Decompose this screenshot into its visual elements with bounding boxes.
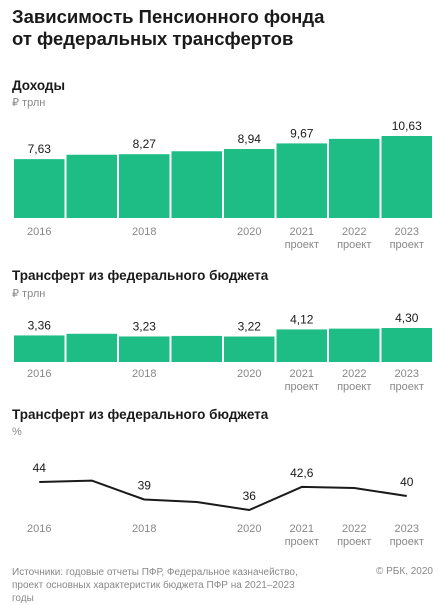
bar: [381, 328, 432, 362]
data-label: 8,27: [133, 137, 157, 151]
transfer-unit: ₽ трлн: [12, 288, 46, 300]
x-tick-sublabel: проект: [337, 381, 371, 393]
data-label: 3,22: [238, 320, 262, 334]
transfer-share-chart-title: Трансферт из федерального бюджета: [12, 407, 269, 422]
data-label: 40: [400, 475, 414, 489]
bar: [276, 143, 327, 218]
data-label: 44: [33, 461, 47, 475]
data-label: 4,12: [290, 312, 314, 326]
x-tick-label: 2020: [237, 368, 261, 380]
x-tick-label: 2020: [237, 523, 261, 535]
bar: [381, 136, 432, 218]
x-tick-sublabel: проект: [285, 381, 319, 393]
x-tick-label: 2020: [237, 226, 261, 238]
title-line-2: от федеральных трансфертов: [12, 28, 294, 49]
x-tick-label: 2018: [132, 523, 156, 535]
x-tick-sublabel: проект: [390, 239, 424, 251]
x-tick-label: 2022: [342, 523, 366, 535]
data-label: 10,63: [392, 119, 422, 133]
x-tick-label: 2021: [290, 226, 314, 238]
bar: [119, 154, 170, 218]
x-tick-label: 2023: [395, 226, 419, 238]
x-tick-sublabel: проект: [285, 536, 319, 548]
x-tick-sublabel: проект: [337, 536, 371, 548]
x-tick-label: 2022: [342, 226, 366, 238]
bar: [171, 335, 222, 362]
data-label: 42,6: [290, 466, 314, 480]
bar: [119, 336, 170, 362]
bar: [14, 335, 65, 362]
chart-title: Зависимость Пенсионного фонда от федерал…: [12, 6, 432, 50]
bar: [14, 159, 65, 218]
x-tick-label: 2016: [27, 523, 51, 535]
x-tick-label: 2018: [132, 226, 156, 238]
bar: [224, 149, 275, 218]
source-line-2: проект основных характеристик бюджета ПФ…: [12, 580, 295, 604]
source-note: Источники: годовые отчеты ПФР, Федеральн…: [12, 566, 312, 605]
bar: [329, 138, 380, 218]
x-tick-label: 2021: [290, 523, 314, 535]
x-tick-label: 2018: [132, 368, 156, 380]
data-label: 36: [243, 489, 257, 503]
transfer-chart-title: Трансферт из федерального бюджета: [12, 268, 269, 283]
data-label: 8,94: [238, 132, 262, 146]
data-label: 39: [138, 479, 152, 493]
bar: [224, 336, 275, 362]
data-label: 3,23: [133, 319, 157, 333]
data-label: 4,30: [395, 311, 419, 325]
x-tick-sublabel: проект: [285, 239, 319, 251]
x-tick-label: 2023: [395, 368, 419, 380]
income-unit: ₽ трлн: [12, 97, 46, 109]
x-tick-label: 2021: [290, 368, 314, 380]
x-tick-label: 2016: [27, 368, 51, 380]
x-tick-label: 2022: [342, 368, 366, 380]
data-label: 9,67: [290, 126, 314, 140]
bar: [171, 151, 222, 218]
income-chart-title: Доходы: [12, 78, 66, 93]
source-line-1: Источники: годовые отчеты ПФР, Федеральн…: [12, 567, 298, 578]
bar: [66, 333, 117, 362]
copyright: © РБК, 2020: [375, 566, 433, 577]
transfer-share-unit: %: [12, 426, 22, 438]
data-label: 3,36: [28, 318, 52, 332]
x-tick-sublabel: проект: [390, 381, 424, 393]
bar: [329, 328, 380, 362]
bar: [276, 329, 327, 362]
bar: [66, 154, 117, 218]
data-label: 7,63: [28, 142, 52, 156]
x-tick-label: 2023: [395, 523, 419, 535]
x-tick-sublabel: проект: [390, 536, 424, 548]
x-tick-sublabel: проект: [337, 239, 371, 251]
x-tick-label: 2016: [27, 226, 51, 238]
series-line: [39, 479, 407, 511]
title-line-1: Зависимость Пенсионного фонда: [12, 6, 325, 27]
